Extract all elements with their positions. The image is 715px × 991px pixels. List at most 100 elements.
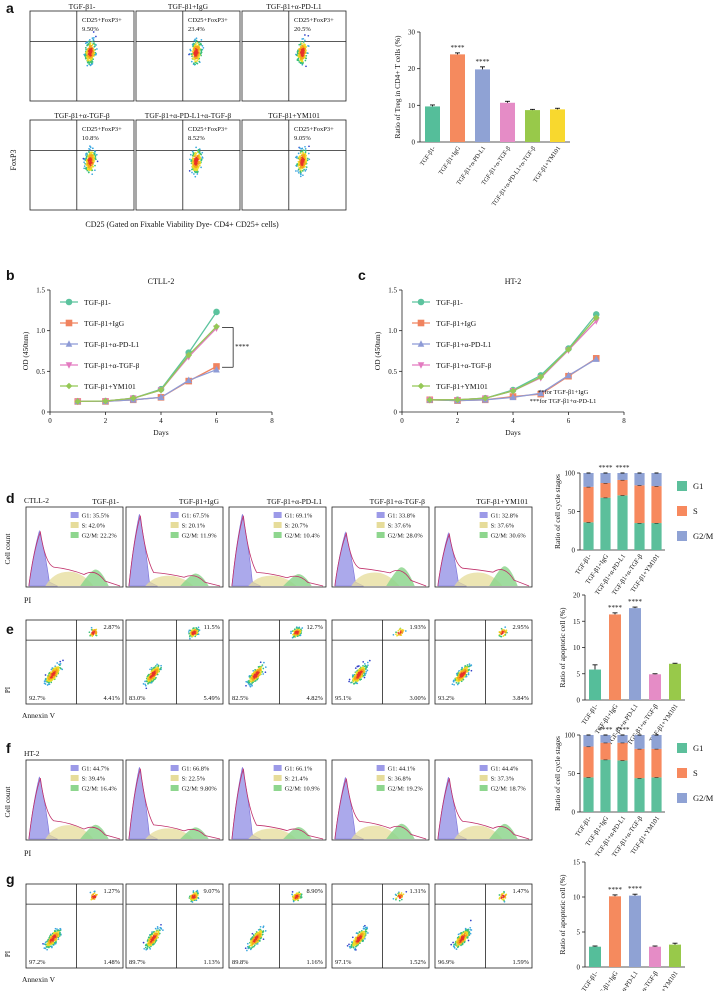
phase-stat: S: 20.1%	[182, 523, 206, 530]
event-dot	[89, 148, 91, 151]
event-dot	[252, 671, 255, 674]
event-dot	[304, 156, 307, 159]
s-phase-area	[248, 828, 297, 839]
event-dot	[191, 635, 194, 638]
cycle-histogram: G1: 44.7%S: 39.4%G2/M: 16.4%	[25, 759, 124, 841]
event-dot	[193, 895, 196, 898]
event-dot	[354, 682, 356, 685]
legend-label: G1	[693, 481, 703, 491]
stat-swatch	[170, 785, 179, 791]
event-dot	[96, 48, 98, 50]
event-dot	[193, 58, 196, 61]
event-dot	[192, 899, 195, 901]
data-point	[417, 319, 425, 327]
event-dot	[153, 933, 156, 936]
event-dot	[298, 54, 300, 57]
event-dot	[153, 941, 156, 943]
event-dot	[87, 55, 90, 57]
event-dot	[262, 938, 265, 941]
event-dot	[299, 43, 302, 46]
event-dot	[147, 673, 150, 676]
event-dot	[258, 670, 260, 673]
x-tick-label: TGF-β1-	[581, 970, 600, 991]
event-dot	[250, 675, 253, 678]
phase-stat: G2/M: 10.4%	[285, 533, 321, 540]
x-tick-label: 2	[456, 417, 460, 425]
event-dot	[350, 946, 353, 949]
event-dot	[189, 897, 192, 899]
stack-segment	[583, 522, 594, 550]
event-dot	[83, 165, 86, 167]
event-dot	[84, 46, 87, 49]
stack-segment	[600, 473, 611, 484]
quadrant-ur: 9.07%	[203, 888, 220, 895]
event-dot	[57, 935, 60, 938]
event-dot	[401, 894, 404, 897]
g2m-peak	[386, 567, 415, 586]
event-dot	[308, 158, 311, 161]
event-dot	[46, 680, 48, 683]
event-dot	[259, 668, 262, 671]
event-dot	[92, 160, 95, 163]
axis-title: PI	[24, 849, 31, 858]
event-dot	[255, 935, 258, 938]
event-dot	[193, 167, 196, 170]
event-dot	[255, 943, 258, 945]
event-dot	[457, 682, 460, 685]
event-dot	[505, 629, 508, 632]
plot-frame	[228, 759, 327, 841]
event-dot	[291, 891, 294, 893]
event-dot	[292, 633, 294, 636]
event-dot	[152, 669, 154, 671]
event-dot	[59, 664, 61, 667]
y-tick-label: 0	[572, 809, 576, 817]
event-dot	[303, 154, 306, 156]
event-dot	[356, 942, 359, 945]
event-dot	[460, 674, 462, 676]
legend-label: TGF-β1-	[436, 298, 463, 307]
event-dot	[196, 629, 199, 632]
event-dot	[253, 673, 256, 676]
event-dot	[150, 936, 153, 938]
plot-frame	[125, 619, 224, 705]
event-dot	[256, 943, 259, 945]
event-dot	[500, 627, 503, 630]
event-dot	[157, 934, 160, 936]
event-dot	[92, 163, 94, 165]
event-dot	[299, 169, 301, 171]
event-dot	[47, 683, 50, 686]
event-dot	[358, 931, 361, 933]
event-dot	[251, 946, 254, 948]
phase-stat: S: 21.4%	[285, 776, 309, 783]
quadrant-ll: 89.8%	[232, 959, 249, 966]
event-dot	[395, 631, 397, 634]
event-dot	[86, 64, 89, 67]
event-dot	[297, 170, 299, 172]
event-dot	[92, 632, 95, 635]
event-dot	[196, 51, 199, 54]
axis-title: CD25 (Gated on Fixable Viability Dye- CD…	[85, 220, 279, 229]
data-point	[509, 387, 517, 395]
event-dot	[92, 147, 94, 150]
event-dot	[88, 162, 91, 165]
x-tick-label: 0	[400, 417, 404, 425]
event-dot	[91, 43, 94, 46]
event-dot	[196, 49, 198, 51]
event-dot	[50, 668, 53, 671]
event-dot	[306, 159, 309, 162]
event-dot	[191, 57, 194, 60]
plot-frame	[331, 759, 430, 841]
event-dot	[150, 680, 153, 683]
event-dot	[199, 160, 202, 163]
event-dot	[251, 932, 254, 935]
gate-label: CD25+FoxP3+	[294, 126, 334, 133]
y-tick-label: 1.0	[36, 327, 45, 335]
event-dot	[144, 680, 146, 683]
y-tick-label: 1.5	[36, 287, 45, 295]
y-tick-label: 5	[577, 670, 581, 678]
event-dot	[348, 943, 350, 946]
